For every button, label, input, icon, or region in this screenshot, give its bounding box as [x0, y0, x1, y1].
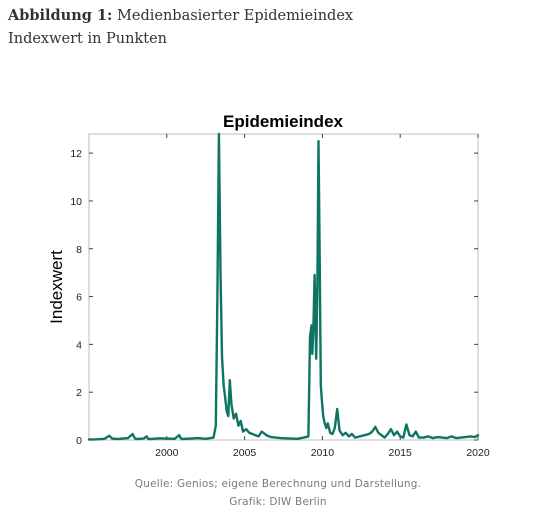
x-tick-label: 2020 — [466, 447, 490, 459]
x-axis: 2000 2005 2010 2015 2020 — [155, 134, 490, 459]
x-tick-label: 2000 — [155, 447, 179, 459]
plot-frame — [88, 133, 479, 441]
figure-subtitle: Indexwert in Punkten — [8, 31, 168, 47]
figure-heading: Abbildung 1: Medienbasierter Epidemieind… — [8, 6, 353, 26]
y-tick-label: 6 — [76, 292, 82, 304]
chart-title: Epidemieindex — [223, 112, 344, 131]
x-tick-label: 2010 — [311, 447, 335, 459]
y-tick-label: 2 — [76, 387, 82, 399]
y-tick-label: 0 — [76, 435, 82, 447]
source-note: Quelle: Genios; eigene Berechnung und Da… — [134, 478, 422, 490]
x-tick-label: 2015 — [389, 447, 413, 459]
y-axis-label: Indexwert — [47, 250, 66, 324]
graphic-credit: Grafik: DIW Berlin — [229, 496, 327, 508]
y-tick-label: 12 — [70, 148, 82, 160]
y-tick-label: 10 — [70, 196, 82, 208]
figure-label: Abbildung 1: — [8, 7, 113, 24]
figure-title: Medienbasierter Epidemieindex — [117, 8, 354, 24]
chart: Epidemieindex 0 2 4 6 8 10 12 2000 2005 2010 2015… — [47, 112, 490, 459]
series-line — [87, 132, 480, 441]
y-tick-label: 4 — [76, 339, 82, 351]
y-axis: 0 2 4 6 8 10 12 — [70, 148, 478, 447]
x-tick-label: 2005 — [233, 447, 257, 459]
y-tick-label: 8 — [76, 244, 82, 256]
